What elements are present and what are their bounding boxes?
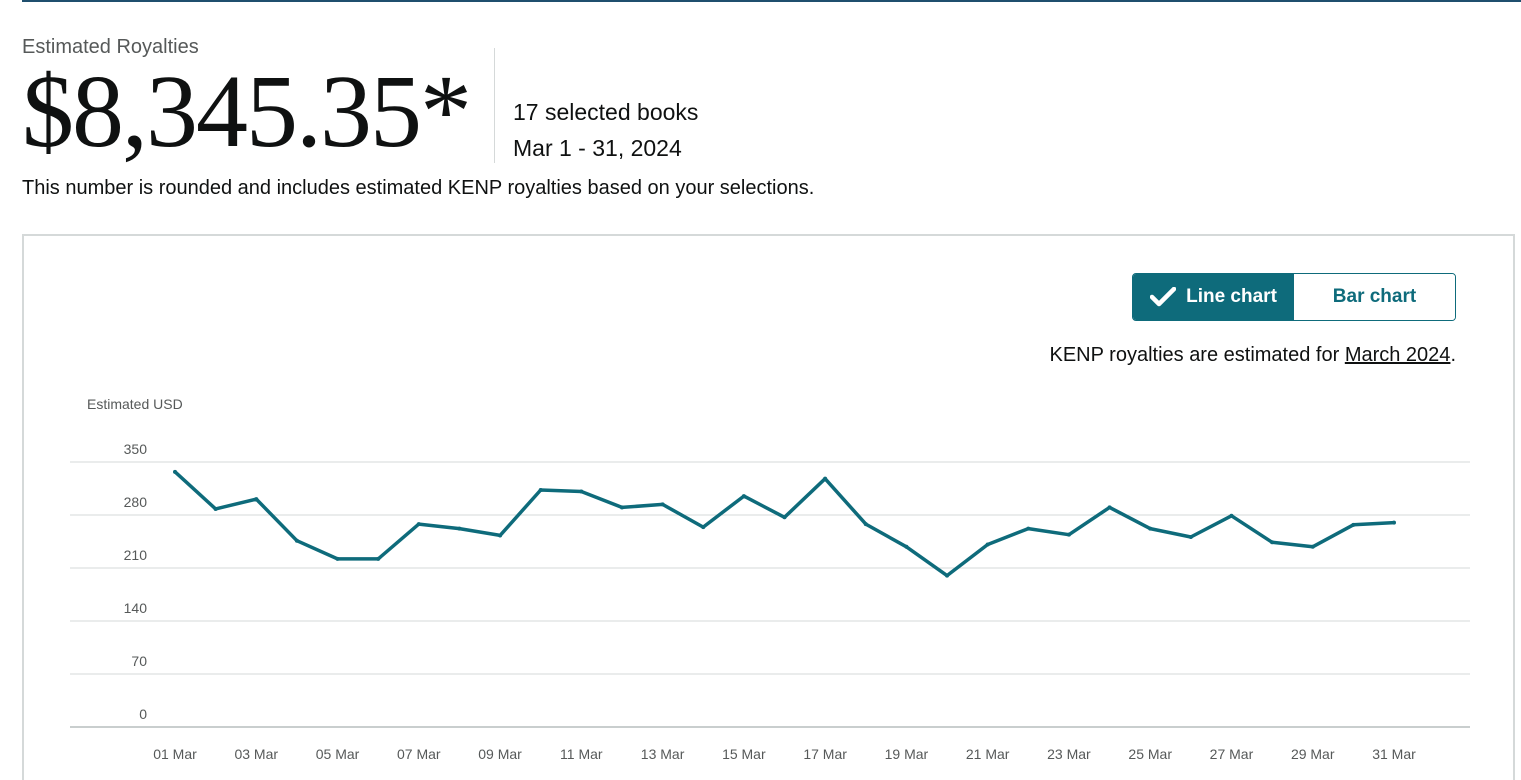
- y-tick-label: 210: [124, 547, 148, 563]
- data-point: [741, 494, 746, 499]
- data-point: [863, 522, 868, 527]
- selected-books-count: 17 selected books: [513, 99, 699, 125]
- y-tick-label: 280: [124, 494, 148, 510]
- kenp-note-text: KENP royalties are estimated for: [1049, 344, 1345, 366]
- x-tick-label: 31 Mar: [1372, 746, 1416, 762]
- estimated-royalties-amount: $8,345.35*: [22, 54, 472, 169]
- data-point: [416, 522, 421, 527]
- data-point: [945, 573, 950, 578]
- grid-layer: [70, 461, 1470, 728]
- kenp-month-link[interactable]: March 2024: [1344, 344, 1451, 366]
- x-tick-label: 17 Mar: [803, 746, 847, 762]
- chart-type-toggle: Line chart Bar chart: [1132, 273, 1456, 321]
- x-tick-label: 13 Mar: [641, 746, 685, 762]
- x-tick-label: 09 Mar: [478, 746, 522, 762]
- y-tick-label: 350: [124, 441, 148, 457]
- y-axis-title: Estimated USD: [87, 396, 183, 412]
- data-point: [294, 538, 299, 543]
- kenp-note-suffix: .: [1450, 344, 1456, 366]
- line-chart-button[interactable]: Line chart: [1133, 274, 1294, 320]
- y-tick-label: 140: [124, 600, 148, 616]
- x-tick-label: 23 Mar: [1047, 746, 1091, 762]
- kenp-note: KENP royalties are estimated for March 2…: [1050, 344, 1457, 367]
- y-tick-labels: 0 70 140 210 280 350: [124, 441, 148, 722]
- data-point: [701, 525, 706, 530]
- data-point: [457, 526, 462, 531]
- top-rule: [22, 0, 1521, 2]
- line-chart-label: Line chart: [1186, 286, 1277, 307]
- data-point: [1229, 513, 1234, 518]
- data-point: [1351, 522, 1356, 527]
- series-line: [173, 470, 1396, 578]
- bar-chart-label: Bar chart: [1332, 286, 1417, 307]
- data-point: [213, 506, 218, 511]
- x-tick-label: 05 Mar: [316, 746, 360, 762]
- data-point: [1066, 532, 1071, 537]
- data-point: [1310, 544, 1315, 549]
- data-point: [823, 476, 828, 481]
- royalties-disclaimer: This number is rounded and includes esti…: [22, 177, 815, 199]
- x-tick-label: 03 Mar: [234, 746, 278, 762]
- x-tick-label: 25 Mar: [1128, 746, 1172, 762]
- x-tick-labels: 01 Mar 03 Mar 05 Mar 07 Mar 09 Mar 11 Mar 13 M…: [153, 746, 1416, 762]
- x-tick-label: 07 Mar: [397, 746, 441, 762]
- x-tick-label: 29 Mar: [1291, 746, 1335, 762]
- data-point: [254, 497, 259, 502]
- data-point: [782, 515, 787, 520]
- x-tick-label: 27 Mar: [1210, 746, 1254, 762]
- x-tick-label: 11 Mar: [560, 746, 603, 762]
- data-point: [1148, 526, 1153, 531]
- bar-chart-button[interactable]: Bar chart: [1294, 274, 1455, 320]
- data-point: [1026, 526, 1031, 531]
- y-tick-label: 70: [131, 653, 147, 669]
- x-tick-label: 21 Mar: [966, 746, 1010, 762]
- data-point: [904, 544, 909, 549]
- data-point: [1107, 505, 1112, 510]
- data-point: [173, 469, 177, 474]
- x-tick-label: 19 Mar: [885, 746, 929, 762]
- y-tick-label: 0: [139, 706, 147, 722]
- data-point: [660, 502, 665, 507]
- data-point: [1188, 534, 1193, 539]
- series-layer: [173, 469, 1396, 578]
- data-point: [498, 533, 503, 538]
- summary-label: Estimated Royalties: [22, 36, 199, 58]
- data-point: [1392, 520, 1396, 525]
- data-point: [1270, 540, 1275, 545]
- date-range: Mar 1 - 31, 2024: [513, 135, 682, 161]
- data-point: [579, 489, 584, 494]
- data-point: [335, 556, 340, 561]
- data-point: [376, 556, 381, 561]
- x-tick-label: 01 Mar: [153, 746, 197, 762]
- summary-divider: [494, 48, 495, 163]
- check-icon: [1150, 287, 1177, 307]
- data-point: [985, 542, 990, 547]
- x-tick-label: 15 Mar: [722, 746, 766, 762]
- chart-panel: [22, 234, 1515, 780]
- data-point: [619, 505, 624, 510]
- data-point: [538, 488, 543, 493]
